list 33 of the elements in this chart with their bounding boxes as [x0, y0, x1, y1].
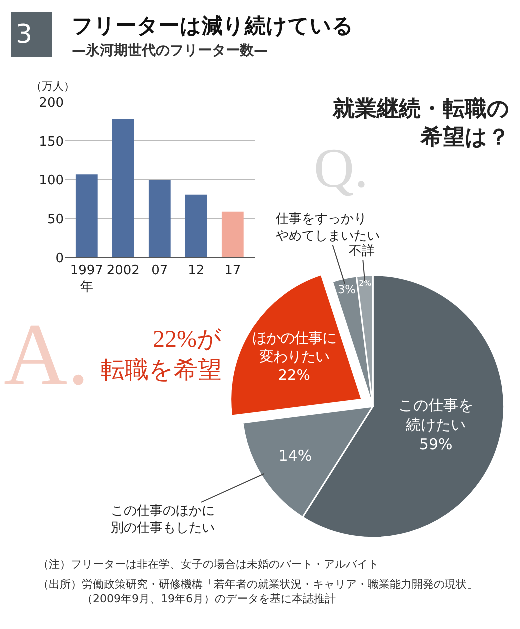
y-tick-label: 0 — [56, 251, 64, 266]
slice-label: 仕事をすっかりやめてしまいたい — [275, 212, 380, 244]
slice-label: この仕事のほかに別の仕事もしたい — [111, 504, 215, 536]
slice-label: この仕事を続けたい — [398, 396, 474, 434]
x-tick-label: 1997 年 — [70, 263, 104, 296]
y-tick-label: 200 — [39, 96, 64, 111]
bar — [148, 180, 171, 258]
data-label: 22% — [278, 368, 310, 384]
text: （注）フリーターは非在学、女子の場合は未婚のパート・アルバイト — [38, 558, 379, 571]
x-tick-label: 12 — [188, 263, 205, 278]
data-label: 14% — [278, 446, 312, 465]
y-tick-label: 150 — [39, 134, 64, 150]
data-label: 59% — [419, 435, 453, 454]
chart-title: 就業継続・転職の希望は？ — [332, 96, 510, 150]
bar — [185, 194, 208, 258]
slice-label: 不詳 — [349, 244, 375, 259]
x-tick-label: 07 — [152, 263, 168, 278]
bar — [222, 212, 244, 258]
text: （出所）労働政策研究・研修機構「若年者の就業状況・キャリア・職業能力開発の現状」（2009年9月、19年6月）のデータを基に本誌推計 — [38, 578, 478, 606]
bar — [76, 174, 98, 258]
text: A. — [4, 307, 90, 404]
chart-subtitle: —氷河期世代のフリーター数— — [72, 43, 268, 59]
data-label: 3% — [338, 282, 356, 296]
x-tick-label: 17 — [224, 263, 242, 278]
y-axis-title: （万人） — [31, 80, 75, 93]
y-tick-label: 50 — [47, 212, 64, 228]
y-tick-label: 100 — [39, 174, 64, 189]
slice-label: ほかの仕事に変わりたい — [252, 330, 336, 366]
x-tick-label: 2002 — [106, 263, 140, 278]
text: 22%が転職を希望 — [101, 327, 222, 384]
text: 3 — [16, 20, 33, 50]
bar — [112, 119, 134, 258]
chart-title: フリーターは減り続けている — [72, 14, 354, 38]
